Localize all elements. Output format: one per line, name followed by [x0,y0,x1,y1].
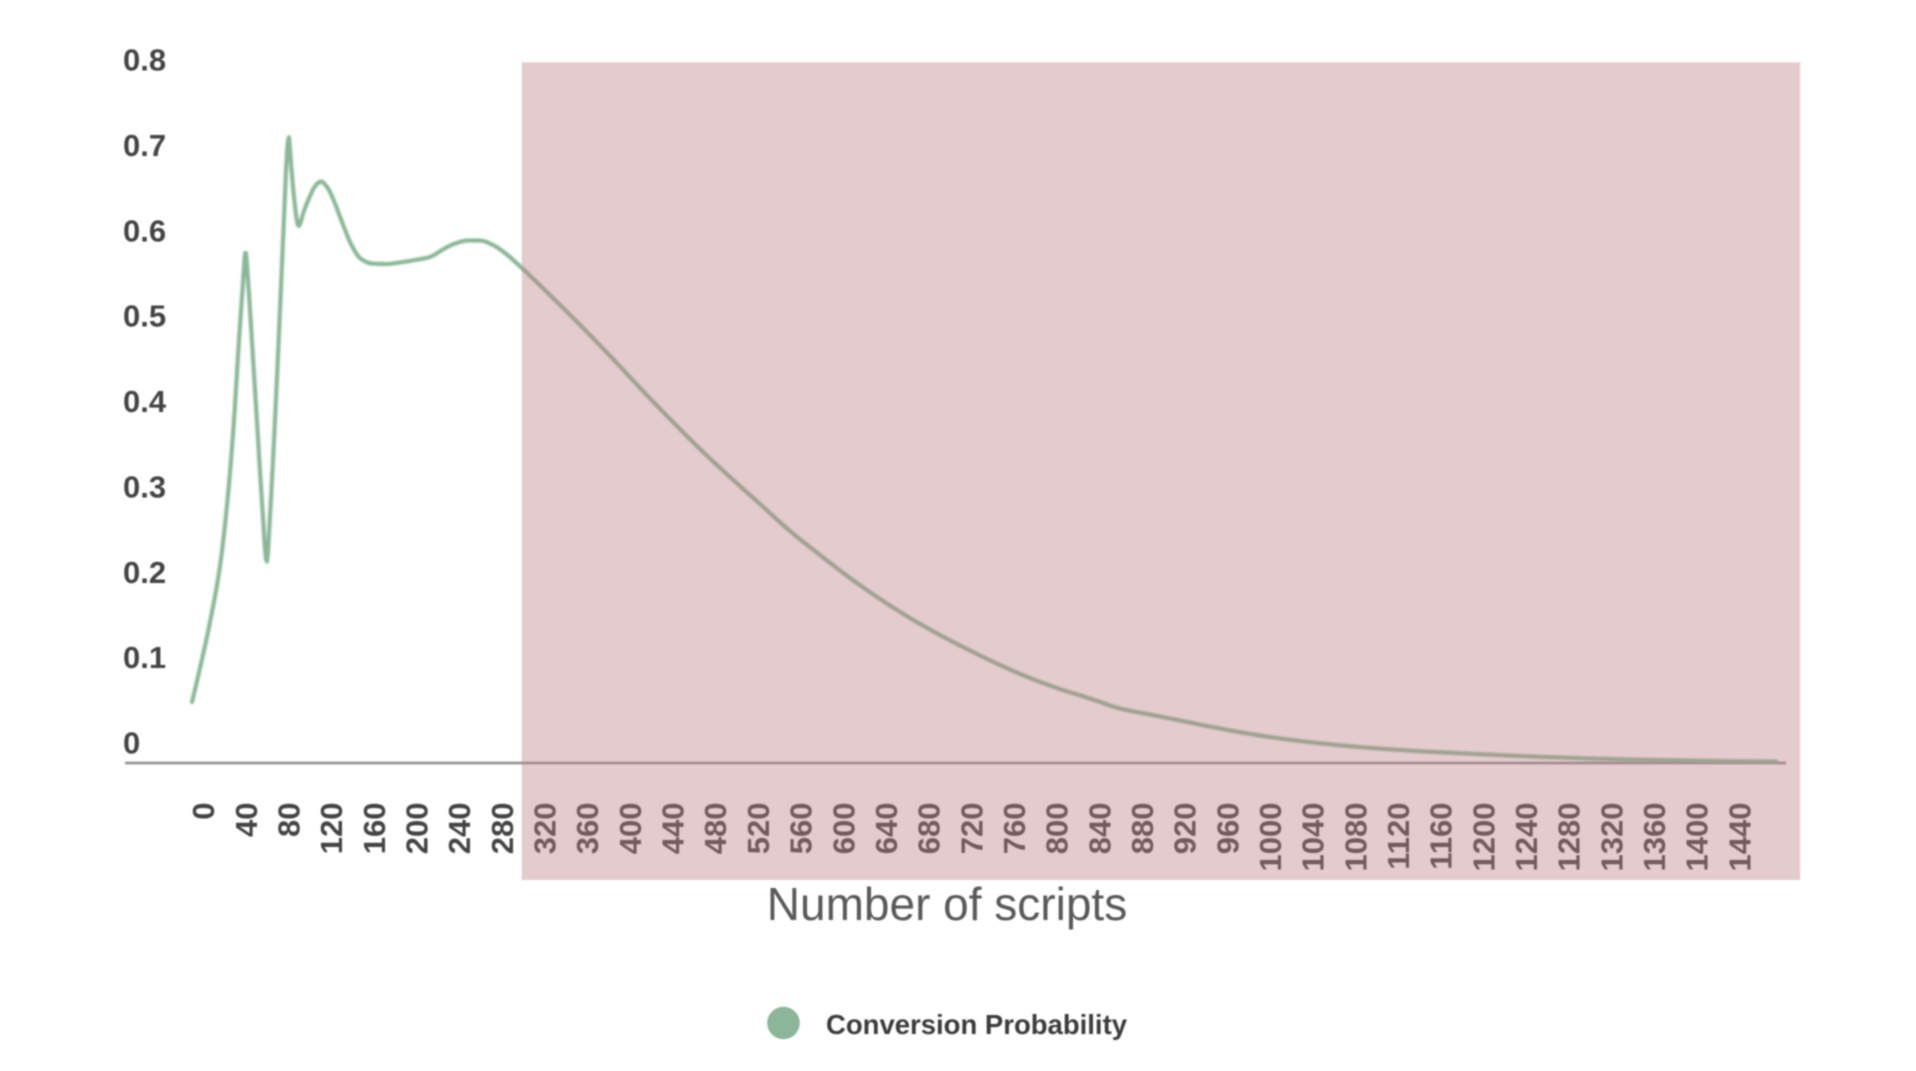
svg-text:920: 920 [1168,803,1203,855]
svg-text:40: 40 [229,803,264,837]
svg-text:680: 680 [912,803,947,855]
svg-text:1120: 1120 [1381,803,1416,870]
svg-text:200: 200 [400,803,435,855]
svg-text:Number of scripts: Number of scripts [767,878,1127,930]
svg-text:320: 320 [528,803,563,855]
svg-text:280: 280 [485,803,520,855]
svg-text:840: 840 [1082,803,1117,855]
svg-text:0.4: 0.4 [123,384,167,419]
svg-text:1280: 1280 [1552,803,1587,872]
svg-text:0: 0 [123,726,140,761]
svg-text:0.7: 0.7 [123,128,166,163]
svg-text:960: 960 [1210,803,1245,855]
svg-text:80: 80 [271,803,306,837]
svg-text:360: 360 [570,803,605,855]
svg-text:Conversion Probability: Conversion Probability [826,1009,1128,1040]
svg-text:400: 400 [613,803,648,855]
svg-text:0.1: 0.1 [123,640,166,675]
svg-text:240: 240 [442,803,477,855]
svg-text:0.2: 0.2 [123,555,166,590]
svg-text:1000: 1000 [1253,803,1288,872]
svg-text:0.6: 0.6 [123,213,166,248]
svg-text:1080: 1080 [1338,803,1373,872]
svg-text:1440: 1440 [1722,803,1757,872]
svg-text:0.3: 0.3 [123,469,166,504]
svg-text:0.5: 0.5 [123,299,166,334]
svg-text:1200: 1200 [1466,803,1501,872]
svg-text:600: 600 [826,803,861,855]
svg-text:1320: 1320 [1594,803,1629,872]
svg-text:560: 560 [784,803,819,855]
svg-text:160: 160 [357,803,392,855]
svg-text:0: 0 [186,803,221,820]
svg-text:0.8: 0.8 [123,43,166,78]
svg-text:1040: 1040 [1296,803,1331,872]
svg-text:1160: 1160 [1424,803,1459,870]
svg-text:480: 480 [698,803,733,855]
svg-text:120: 120 [314,803,349,855]
svg-text:760: 760 [997,803,1032,855]
svg-text:640: 640 [869,803,904,855]
svg-text:800: 800 [1040,803,1075,855]
svg-text:880: 880 [1125,803,1160,855]
svg-text:1240: 1240 [1509,803,1544,872]
svg-text:1400: 1400 [1680,803,1715,872]
svg-text:440: 440 [656,803,691,855]
svg-text:1360: 1360 [1637,803,1672,872]
svg-text:520: 520 [741,803,776,855]
svg-text:720: 720 [954,803,989,855]
